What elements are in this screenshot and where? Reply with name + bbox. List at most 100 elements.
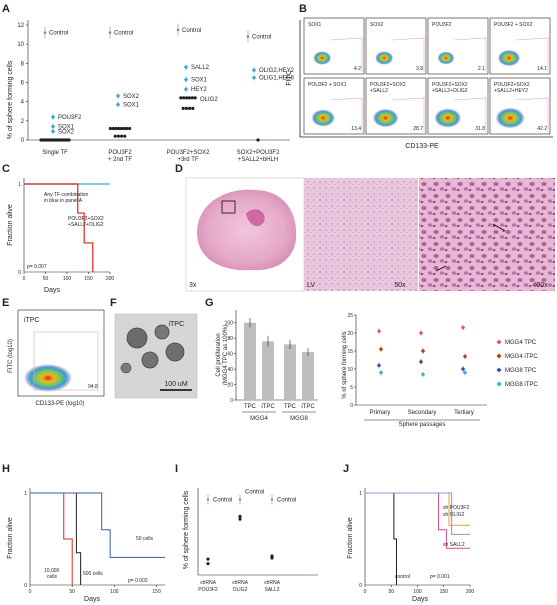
flow-plot-frame [365,17,427,75]
panel-i-xtick-label: SALL2 [264,587,279,593]
data-label-black: OLIG2 [200,97,218,103]
panel-a-yticks: 0 2 4 6 8 10 12 [17,23,28,144]
panel-g-right-ytick-label: 5 [350,385,353,391]
panel-h-xtick-label: 100 [110,589,119,595]
panel-c-xtick-label: 0 [23,276,26,282]
data-point [238,514,242,519]
panel-g-left-ytick-label: 40 [227,367,233,373]
flow-gate [391,37,425,72]
panel-letter-d: D [175,163,183,175]
data-point-black [123,134,127,138]
panel-g-left-ytick-label: 0 [230,398,233,404]
panel-g-right-scatter: 0 5 10 15 20 25 Primary Secondary Tertiary [347,313,473,416]
flow-density-cloud [375,51,394,65]
panel-letter-b: B [299,3,307,15]
panel-j-ytick-label: 0 [359,583,362,589]
data-point-blue [115,93,121,99]
panel-a-ytick-label: 2 [21,119,25,125]
data-label-blue: SALL2 [191,65,210,71]
panel-c-xlabel: Days [44,287,60,294]
flow-plot-frame [303,17,365,75]
bar [284,344,296,400]
flow-plot-title: POU3F2+SOX2 [370,82,406,88]
scatter-point [378,370,384,375]
data-point-blue [50,124,56,129]
bar-category-label: iTPC [261,404,275,410]
panel-e-title: iTPC [24,317,40,324]
panel-a-group-label: +3rd TF [177,157,198,163]
panel-j-xtick-label: 150 [440,589,449,595]
panel-j-xtick-label: 0 [364,589,367,595]
data-point-blue [183,77,189,82]
scatter-point [420,372,426,377]
panel-f-title: iTPC [168,321,184,328]
panel-c-xtick-label: 50 [43,276,49,282]
panel-h-survival: Fraction alive Days 0 50 100 150 0 1 50 cells… [7,488,165,603]
panel-j-series [365,492,470,585]
flow-plot-title: POU3F2+SOX2 [494,82,530,88]
panel-letter-f: F [110,297,117,309]
bar-category-label: TPC [284,404,297,410]
panel-a-group-label: SOX2+POU3F2 [237,150,281,156]
panel-a-ytick-label: 12 [17,23,24,29]
bar-group-label: MGG8 [290,416,308,422]
data-point-black [108,126,112,131]
panel-g-right-xtick-label: Primary [370,410,391,416]
bar-group-label: MGG4 [250,416,268,422]
data-point-black [184,106,188,110]
panel-e-value: 94.8 [88,384,98,390]
flow-gate [453,37,487,72]
panel-c-ylabel: Fraction alive [7,204,14,246]
panel-b-flow: FITC CD133-PE SOX1 4.2 SOX2 3.8 POU3F2 2.1 POU… [286,17,553,150]
bar [262,341,274,400]
panel-g-charts: Cell proliferation (MGG4 TPC as 100%) 0 2… [216,310,538,428]
data-point-blue [183,87,189,92]
panel-e-flow: iTPC 94.8 FITC (log10) CD133-PE (log10) [8,309,105,407]
flow-density-cloud [497,49,521,67]
flow-plot-title: POU3F2+SOX2 [432,82,468,88]
data-point-black [111,126,115,131]
panel-j-label-olig: sh OLIG2 [443,512,465,518]
panel-h-xlabel: Days [84,596,100,603]
legend-swatch [496,381,502,387]
panel-d-histology: 3x LV 50x 400x [185,177,555,292]
data-point-black [182,96,186,100]
data-point [270,556,274,560]
flow-plot-value: 13.4 [351,126,361,132]
panel-a-ytick-label: 8 [21,61,25,67]
flow-plot-title: SOX2 [370,22,384,28]
panel-j-xtick-label: 100 [413,589,422,595]
panel-a-chart: % of sphere forming cells 0 2 4 6 8 10 12 Sing… [7,20,295,163]
bar [302,352,314,400]
flow-density-cloud [495,107,525,129]
data-point-blue [183,64,189,70]
data-label-blue: OLIG1,HES6 [259,76,295,82]
panel-j-ytick-label: 1 [359,491,362,497]
flow-gate [515,37,549,72]
data-point-blue [50,129,56,134]
panel-c-pvalue: p= 0.007 [27,264,47,270]
arrow-1-icon [492,223,506,232]
panel-g-right-ytick-label: 25 [347,313,353,319]
legend-label: MGG8 TPC [505,368,537,374]
data-point-black [125,126,129,131]
panel-c-xtick-label: 100 [63,276,72,282]
control-label: Control [245,490,264,496]
control-point [176,28,180,32]
panel-c-survival: Fraction alive Days 0 50 100 150 200 0 1 Any T… [7,178,114,294]
panel-g-left-ylabel-1: Cell proliferation [216,333,222,376]
data-point-blue [251,67,257,73]
data-point-black [116,134,120,138]
data-label-blue: SOX1 [123,103,140,109]
data-label-blue: HEY2 [191,87,207,93]
control-point [270,498,274,501]
panel-g-left-ylabel-2: (MGG4 TPC as 100%) [223,325,229,385]
data-point-black [128,126,132,131]
flow-plot-value: 28.7 [413,126,423,132]
survival-line [365,492,397,585]
flow-plot-value: 31.8 [475,126,485,132]
panel-a-group-label: POU3F2 [108,150,132,156]
panel-b-plots: SOX1 4.2 SOX2 3.8 POU3F2 2.1 POU3F2 + SOX2 14.1… [303,17,551,135]
data-point-black [191,106,195,110]
panel-h-label-50: 50 cells [136,536,153,542]
